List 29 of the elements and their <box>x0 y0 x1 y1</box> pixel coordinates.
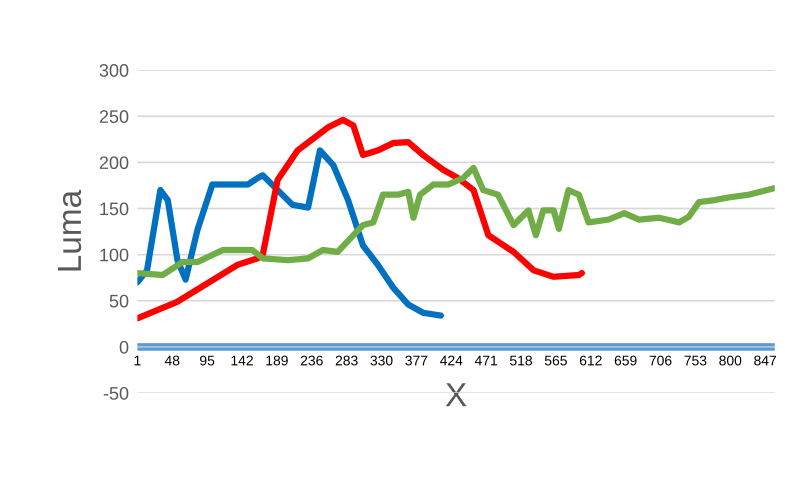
y-tick-label: 150 <box>100 202 128 216</box>
x-tick-label: 706 <box>650 356 672 366</box>
x-tick-label: 847 <box>754 356 776 366</box>
x-tick-label: 142 <box>231 356 253 366</box>
x-axis-title: X <box>446 383 466 406</box>
x-tick-label: 612 <box>580 356 602 366</box>
x-tick-label: 236 <box>300 356 323 366</box>
x-tick-label: 424 <box>440 356 462 366</box>
x-tick-label: 800 <box>719 356 742 366</box>
x-tick-label: 753 <box>684 356 706 366</box>
x-tick-label: 283 <box>336 356 358 366</box>
x-tick-label: 518 <box>510 356 532 366</box>
y-tick-label: 0 <box>120 340 128 354</box>
x-tick-label: 48 <box>164 356 180 366</box>
y-axis-title: Luma <box>58 190 82 271</box>
y-tick-label: 200 <box>100 156 128 170</box>
x-tick-label: 659 <box>614 356 637 366</box>
x-tick-label: 471 <box>474 356 498 366</box>
x-tick-label: 1 <box>134 356 141 366</box>
x-tick-label: 330 <box>370 356 393 366</box>
y-tick-label: -50 <box>104 386 128 400</box>
x-tick-label: 189 <box>266 356 288 366</box>
y-tick-label: 50 <box>110 294 128 308</box>
x-tick-label: 565 <box>544 356 567 366</box>
y-tick-label: 300 <box>100 64 128 77</box>
y-tick-label: 250 <box>100 110 128 123</box>
y-tick-label: 100 <box>100 248 128 262</box>
x-tick-label: 95 <box>200 356 214 366</box>
x-tick-label: 377 <box>405 356 428 366</box>
